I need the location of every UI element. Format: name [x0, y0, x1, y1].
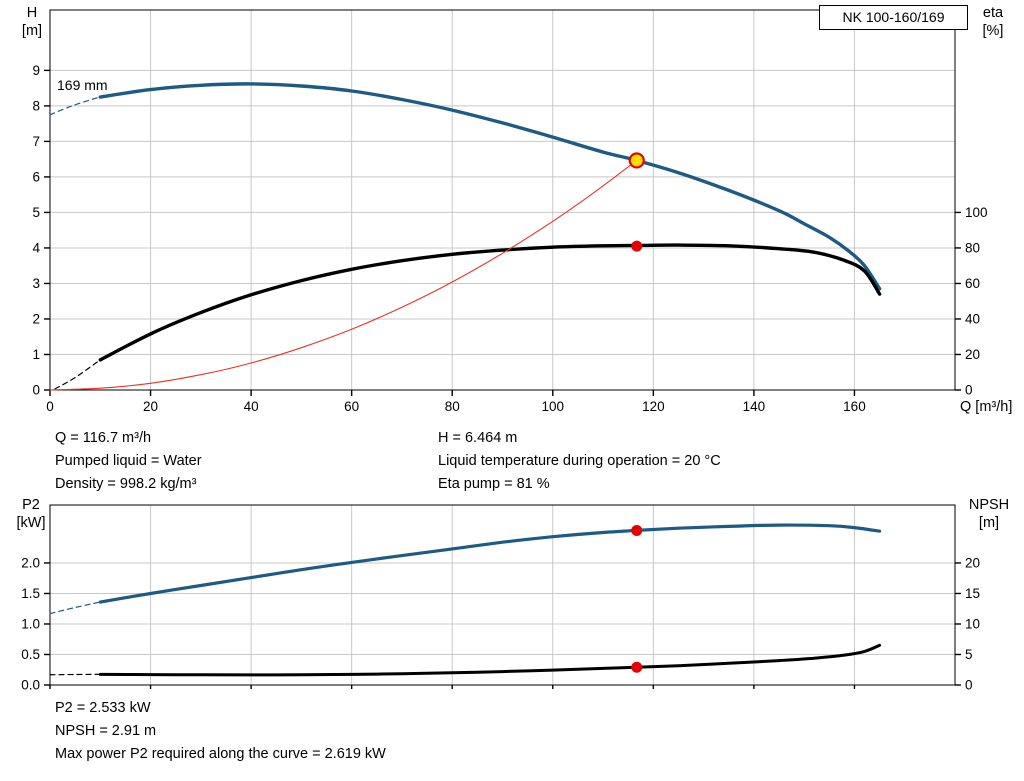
duty-info-column-right: H = 6.464 m Liquid temperature during op…	[438, 427, 721, 496]
svg-text:160: 160	[843, 399, 866, 414]
svg-text:7: 7	[32, 134, 40, 149]
svg-text:0: 0	[965, 678, 973, 693]
svg-text:120: 120	[642, 399, 665, 414]
svg-text:10: 10	[965, 616, 980, 631]
h-axis-label: H [m]	[21, 5, 43, 39]
svg-text:60: 60	[965, 276, 980, 291]
svg-text:20: 20	[143, 399, 158, 414]
npsh-axis-label: NPSH [m]	[968, 497, 1010, 531]
duty-flow-text: Q = 116.7 m³/h	[55, 430, 152, 446]
svg-text:0.5: 0.5	[21, 647, 40, 662]
svg-text:1.5: 1.5	[21, 586, 40, 601]
eta-pump-text: Eta pump = 81 %	[438, 476, 550, 492]
svg-text:20: 20	[965, 555, 980, 570]
duty-info-column-left: Q = 116.7 m³/h Pumped liquid = Water Den…	[55, 427, 202, 496]
svg-text:2.0: 2.0	[21, 555, 40, 570]
svg-text:6: 6	[32, 169, 40, 184]
svg-text:5: 5	[32, 205, 40, 220]
svg-text:80: 80	[445, 399, 460, 414]
svg-text:9: 9	[32, 63, 40, 78]
hq-eta-chart[interactable]: 0 1 2 3 4 5 6 7 8 9 0 20 40 60 80 100 0 20 40 60 80 100 120 140…	[0, 0, 1024, 435]
svg-text:1: 1	[32, 347, 40, 362]
svg-text:0: 0	[32, 383, 40, 398]
svg-text:40: 40	[244, 399, 259, 414]
power-info-column: P2 = 2.533 kW NPSH = 2.91 m Max power P2…	[55, 697, 386, 766]
svg-text:100: 100	[542, 399, 565, 414]
svg-text:140: 140	[743, 399, 766, 414]
svg-text:100: 100	[965, 205, 988, 220]
svg-text:8: 8	[32, 98, 40, 113]
svg-text:15: 15	[965, 586, 980, 601]
impeller-diameter-label: 169 mm	[57, 77, 108, 93]
liquid-temp-text: Liquid temperature during operation = 20…	[438, 453, 721, 469]
p2-axis-label: P2 [kW]	[16, 497, 46, 531]
duty-head-text: H = 6.464 m	[438, 430, 518, 446]
svg-text:2: 2	[32, 311, 40, 326]
p2-value-text: P2 = 2.533 kW	[55, 700, 151, 716]
svg-text:40: 40	[965, 311, 980, 326]
p2-npsh-chart[interactable]: 0.0 0.5 1.0 1.5 2.0 0 5 10 15 20	[0, 490, 1024, 695]
svg-text:20: 20	[965, 347, 980, 362]
svg-text:0: 0	[46, 399, 54, 414]
svg-text:0.0: 0.0	[21, 678, 40, 693]
pump-model-label: NK 100-160/169	[819, 5, 968, 30]
svg-text:60: 60	[344, 399, 359, 414]
density-text: Density = 998.2 kg/m³	[55, 476, 197, 492]
max-power-text: Max power P2 required along the curve = …	[55, 746, 386, 762]
q-axis-label: Q [m³/h]	[960, 399, 1013, 415]
svg-text:4: 4	[32, 240, 40, 255]
eta-axis-label: eta [%]	[982, 5, 1004, 39]
svg-text:5: 5	[965, 647, 973, 662]
npsh-value-text: NPSH = 2.91 m	[55, 723, 157, 739]
svg-text:1.0: 1.0	[21, 616, 40, 631]
pumped-liquid-text: Pumped liquid = Water	[55, 453, 202, 469]
svg-text:80: 80	[965, 240, 980, 255]
svg-text:0: 0	[965, 383, 973, 398]
svg-text:3: 3	[32, 276, 40, 291]
